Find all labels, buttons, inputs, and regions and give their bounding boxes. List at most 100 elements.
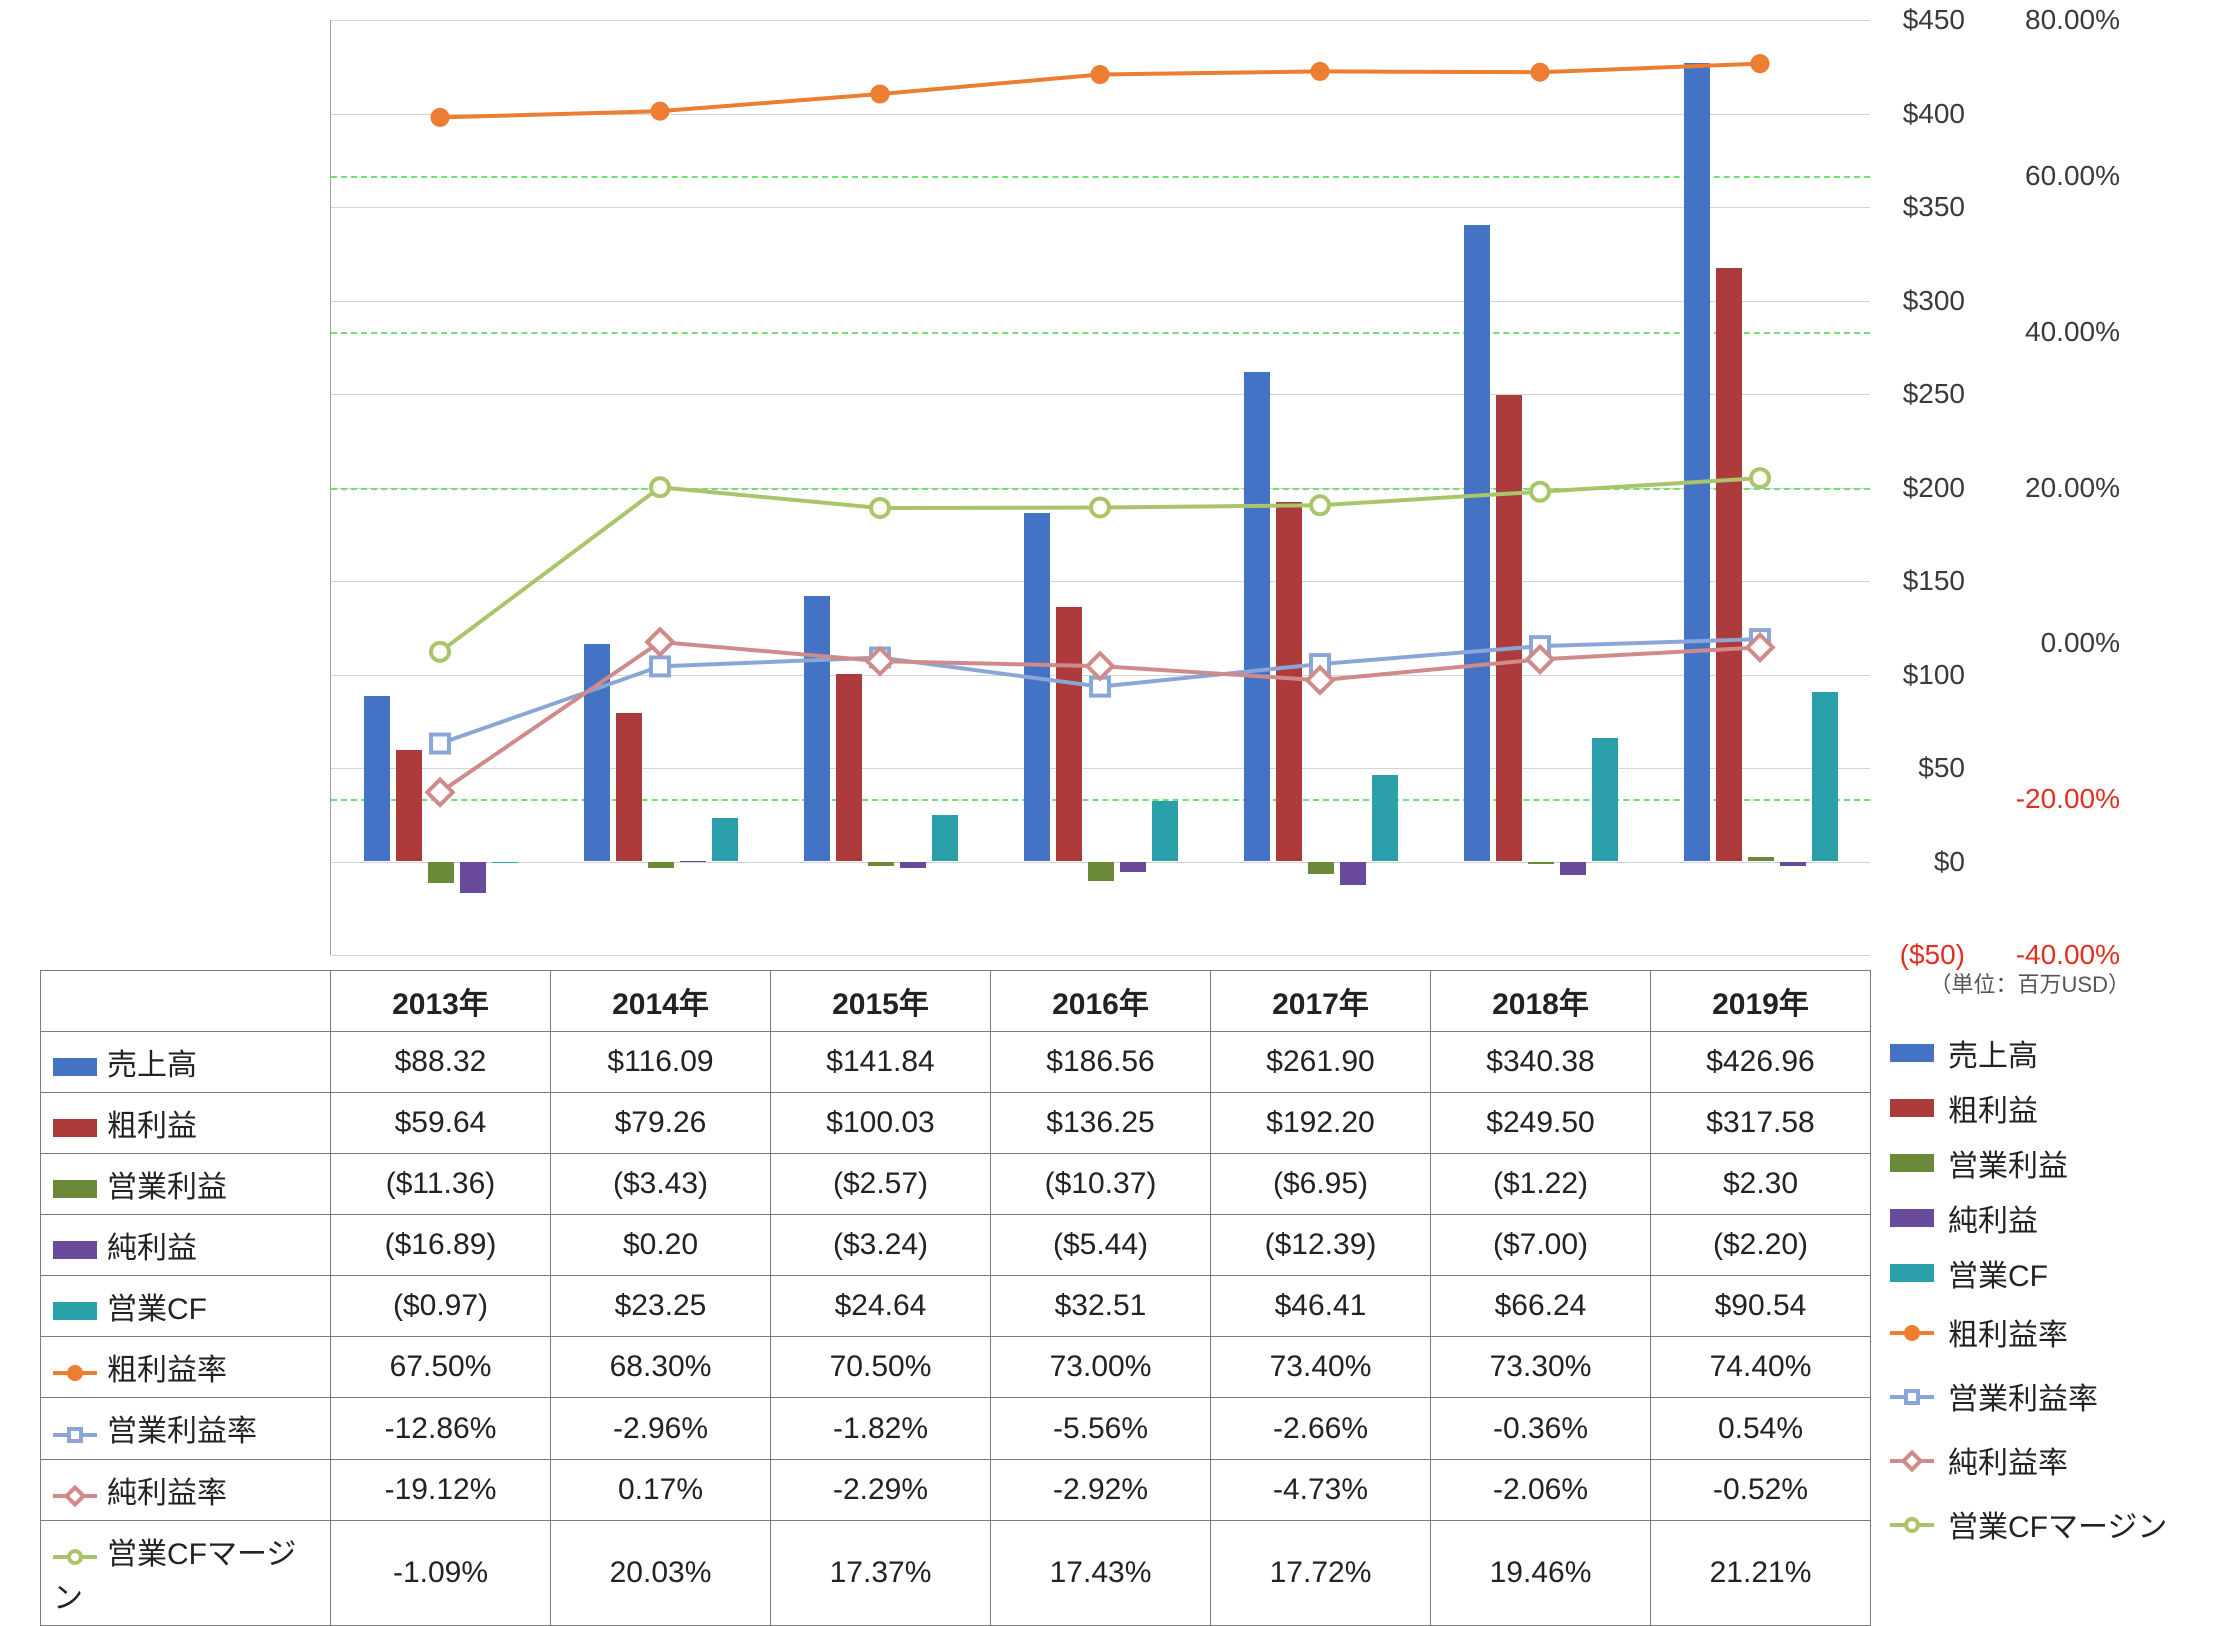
table-cell: $141.84 xyxy=(771,1032,991,1093)
table-cell: ($5.44) xyxy=(991,1215,1211,1276)
marker-粗利益率 xyxy=(651,102,669,120)
chart-container: ($50)$0$50$100$150$200$250$300$350$400$4… xyxy=(10,10,2221,1510)
table-row: 営業利益率-12.86%-2.96%-1.82%-5.56%-2.66%-0.3… xyxy=(41,1398,1871,1459)
row-label: 粗利益 xyxy=(41,1093,331,1154)
table-cell: ($1.22) xyxy=(1431,1154,1651,1215)
table-cell: ($11.36) xyxy=(331,1154,551,1215)
y1-axis-label: $0 xyxy=(1934,846,1965,878)
table-cell: 17.43% xyxy=(991,1520,1211,1625)
legend-label: 営業CF xyxy=(1948,1251,2048,1295)
row-label: 純利益率 xyxy=(41,1459,331,1520)
table-cell: 17.72% xyxy=(1211,1520,1431,1625)
legend-item: 売上高 xyxy=(1890,1025,2167,1080)
table-cell: $249.50 xyxy=(1431,1093,1651,1154)
table-cell: $340.38 xyxy=(1431,1032,1651,1093)
y1-axis-label: $100 xyxy=(1903,659,1965,691)
y2-axis-label: 20.00% xyxy=(2025,472,2120,504)
marker-粗利益率 xyxy=(1751,55,1769,73)
table-cell: 68.30% xyxy=(551,1337,771,1398)
legend-label: 粗利益率 xyxy=(1948,1310,2068,1354)
table-cell: ($2.20) xyxy=(1651,1215,1871,1276)
legend-label: 営業利益率 xyxy=(1948,1374,2098,1418)
units-label: （単位：百万USD） xyxy=(1930,967,2130,999)
table-cell: -2.66% xyxy=(1211,1398,1431,1459)
table-cell: $192.20 xyxy=(1211,1093,1431,1154)
table-cell: 0.54% xyxy=(1651,1398,1871,1459)
table-row: 純利益($16.89)$0.20($3.24)($5.44)($12.39)($… xyxy=(41,1215,1871,1276)
table-cell: ($7.00) xyxy=(1431,1215,1651,1276)
table-cell: -5.56% xyxy=(991,1398,1211,1459)
table-cell: -2.92% xyxy=(991,1459,1211,1520)
table-row: 売上高$88.32$116.09$141.84$186.56$261.90$34… xyxy=(41,1032,1871,1093)
table-header: 2017年 xyxy=(1211,971,1431,1032)
table-cell: 20.03% xyxy=(551,1520,771,1625)
table-cell: $2.30 xyxy=(1651,1154,1871,1215)
table-cell: $79.26 xyxy=(551,1093,771,1154)
row-label: 営業CFマージン xyxy=(41,1520,331,1625)
table-cell: $100.03 xyxy=(771,1093,991,1154)
y1-axis-label: $400 xyxy=(1903,98,1965,130)
table-cell: $186.56 xyxy=(991,1032,1211,1093)
legend-right: 売上高粗利益営業利益純利益営業CF粗利益率営業利益率純利益率営業CFマージン xyxy=(1890,1025,2167,1556)
table-cell: -2.29% xyxy=(771,1459,991,1520)
legend-item: 粗利益 xyxy=(1890,1080,2167,1135)
legend-item: 粗利益率 xyxy=(1890,1300,2167,1364)
data-table: 2013年2014年2015年2016年2017年2018年2019年売上高$8… xyxy=(40,970,1871,1626)
legend-label: 売上高 xyxy=(1948,1031,2038,1075)
table-cell: 17.37% xyxy=(771,1520,991,1625)
table-cell: -0.52% xyxy=(1651,1459,1871,1520)
table-cell: 73.40% xyxy=(1211,1337,1431,1398)
table-cell: 70.50% xyxy=(771,1337,991,1398)
table-cell: 73.30% xyxy=(1431,1337,1651,1398)
table-cell: 0.17% xyxy=(551,1459,771,1520)
table-cell: ($6.95) xyxy=(1211,1154,1431,1215)
table-cell: $46.41 xyxy=(1211,1276,1431,1337)
y1-axis-label: $50 xyxy=(1918,752,1965,784)
table-header: 2018年 xyxy=(1431,971,1651,1032)
table-cell: 73.00% xyxy=(991,1337,1211,1398)
row-label: 営業利益 xyxy=(41,1154,331,1215)
table-cell: ($3.24) xyxy=(771,1215,991,1276)
table-cell: 19.46% xyxy=(1431,1520,1651,1625)
table-cell: $426.96 xyxy=(1651,1032,1871,1093)
table-cell: $32.51 xyxy=(991,1276,1211,1337)
y2-axis-label: 0.00% xyxy=(2041,627,2120,659)
legend-item: 営業CF xyxy=(1890,1245,2167,1300)
table-cell: -0.36% xyxy=(1431,1398,1651,1459)
y1-axis-label: $450 xyxy=(1903,4,1965,36)
legend-label: 純利益率 xyxy=(1948,1438,2068,1482)
marker-営業利益率 xyxy=(431,735,449,753)
marker-粗利益率 xyxy=(431,108,449,126)
table-cell: $59.64 xyxy=(331,1093,551,1154)
table-cell: -2.06% xyxy=(1431,1459,1651,1520)
table-cell: $24.64 xyxy=(771,1276,991,1337)
marker-純利益率 xyxy=(1087,653,1112,678)
table-cell: $66.24 xyxy=(1431,1276,1651,1337)
table-cell: 74.40% xyxy=(1651,1337,1871,1398)
table-cell: 67.50% xyxy=(331,1337,551,1398)
table-cell: -1.09% xyxy=(331,1520,551,1625)
table-cell: ($16.89) xyxy=(331,1215,551,1276)
legend-item: 営業利益率 xyxy=(1890,1364,2167,1428)
marker-営業CFマージン xyxy=(1531,483,1549,501)
table-header xyxy=(41,971,331,1032)
table-cell: -12.86% xyxy=(331,1398,551,1459)
y1-axis-label: $150 xyxy=(1903,565,1965,597)
line-overlay xyxy=(330,20,1870,955)
table-cell: $23.25 xyxy=(551,1276,771,1337)
row-label: 純利益 xyxy=(41,1215,331,1276)
table-header: 2013年 xyxy=(331,971,551,1032)
legend-label: 粗利益 xyxy=(1948,1086,2038,1130)
table-cell: $317.58 xyxy=(1651,1093,1871,1154)
y2-axis-label: 80.00% xyxy=(2025,4,2120,36)
y1-axis-label: $350 xyxy=(1903,191,1965,223)
table-header: 2014年 xyxy=(551,971,771,1032)
table-cell: ($3.43) xyxy=(551,1154,771,1215)
table-cell: ($0.97) xyxy=(331,1276,551,1337)
marker-純利益率 xyxy=(427,780,452,805)
table-row: 営業CFマージン-1.09%20.03%17.37%17.43%17.72%19… xyxy=(41,1520,1871,1625)
table-cell: -19.12% xyxy=(331,1459,551,1520)
marker-営業CFマージン xyxy=(871,499,889,517)
row-label: 粗利益率 xyxy=(41,1337,331,1398)
table-cell: -4.73% xyxy=(1211,1459,1431,1520)
